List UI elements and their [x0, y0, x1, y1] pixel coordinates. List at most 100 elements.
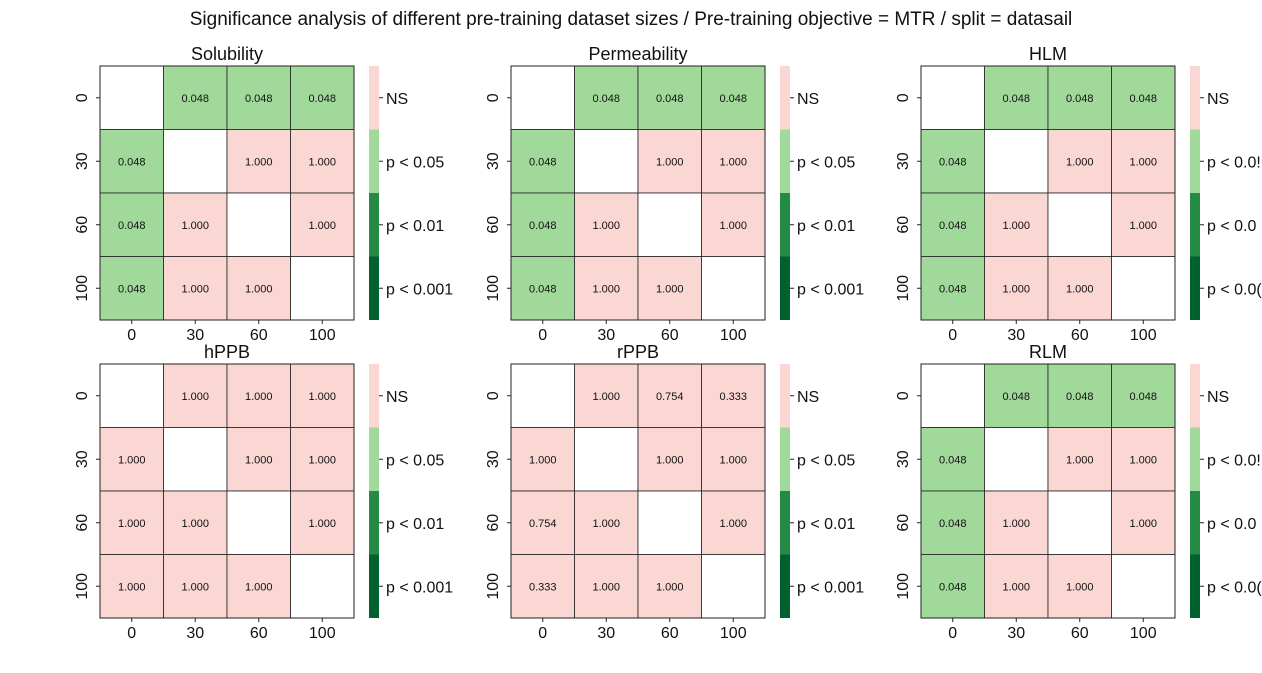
- heatmap-cell: [701, 490, 766, 555]
- colorbar-segment: [369, 364, 379, 428]
- cell-value-label: 0.048: [1002, 391, 1030, 403]
- cell-value-label: 1.000: [308, 220, 336, 232]
- cell-value-label: 1.000: [719, 156, 747, 168]
- colorbar-segment: [1190, 427, 1200, 491]
- cell-value-label: 1.000: [181, 581, 209, 593]
- heatmap-cell: [290, 490, 355, 555]
- colorbar-level-label: p < 0.05: [386, 154, 444, 171]
- cell-value-label: 0.048: [245, 93, 273, 105]
- cell-value-label: 1.000: [1066, 581, 1094, 593]
- y-tick-label: 100: [74, 573, 91, 600]
- colorbar-level-label: p < 0.0!: [1207, 452, 1261, 469]
- heatmap-cell: [1111, 490, 1176, 555]
- cell-value-label: 0.048: [1129, 391, 1157, 403]
- y-tick-label: 60: [895, 514, 912, 532]
- colorbar: NS p < 0.0! p < 0.0 p < 0.0(: [1190, 66, 1262, 320]
- colorbar-level-label: p < 0.0!: [1207, 154, 1261, 171]
- colorbar-level-label: NS: [386, 389, 408, 406]
- heatmap-panel-solubility: Solubility 0.048 0.048 0.048 0.048 1.000 1.000…: [74, 44, 453, 344]
- cell-value-label: 1.000: [592, 283, 620, 295]
- heatmap-cell: [1111, 65, 1176, 130]
- x-tick-label: 0: [538, 327, 547, 344]
- heatmap-cell: [574, 427, 639, 492]
- cell-value-label: 1.000: [1002, 220, 1030, 232]
- colorbar-segment: [1190, 193, 1200, 257]
- heatmap-cell: [510, 490, 575, 555]
- colorbar: NS p < 0.05 p < 0.01 p < 0.001: [780, 364, 864, 618]
- heatmap-panel-permeability: Permeability 0.048 0.048 0.048 0.048 1.000 1.0…: [485, 44, 864, 344]
- y-tick-label: 30: [485, 152, 502, 170]
- heatmap-cell: [920, 427, 985, 492]
- x-tick-label: 100: [1130, 625, 1157, 642]
- colorbar-segment: [1190, 491, 1200, 555]
- colorbar: NS p < 0.05 p < 0.01 p < 0.001: [369, 66, 453, 320]
- heatmap-cell: [226, 554, 291, 619]
- x-tick-label: 30: [597, 327, 615, 344]
- heatmap-cell: [226, 363, 291, 428]
- colorbar-segment: [1190, 66, 1200, 130]
- heatmap-cell: [574, 256, 639, 321]
- cell-value-label: 1.000: [1066, 283, 1094, 295]
- heatmap-cell: [99, 65, 164, 130]
- colorbar-segment: [1190, 364, 1200, 428]
- colorbar-level-label: p < 0.0(: [1207, 579, 1262, 596]
- y-tick-label: 0: [895, 93, 912, 102]
- colorbar-level-label: p < 0.0(: [1207, 281, 1262, 298]
- heatmap-panel-rlm: RLM 0.048 0.048 0.048 0.048 1.000 1.000 0.048 1.…: [895, 342, 1262, 642]
- cell-value-label: 1.000: [245, 156, 273, 168]
- heatmap-cell: [701, 256, 766, 321]
- cell-value-label: 0.754: [656, 391, 684, 403]
- colorbar: NS p < 0.05 p < 0.01 p < 0.001: [780, 66, 864, 320]
- heatmap-panel-hlm: HLM 0.048 0.048 0.048 0.048 1.000 1.000 0.048 1.…: [895, 44, 1262, 344]
- heatmap-cell: [1111, 363, 1176, 428]
- cell-value-label: 1.000: [656, 283, 684, 295]
- y-tick-label: 30: [74, 152, 91, 170]
- colorbar-level-label: p < 0.01: [797, 218, 855, 235]
- x-tick-label: 100: [720, 327, 747, 344]
- panel-title: rPPB: [617, 342, 659, 362]
- heatmap-cell: [920, 363, 985, 428]
- y-tick-label: 60: [485, 216, 502, 234]
- y-tick-label: 100: [485, 275, 502, 302]
- heatmap-cell: [637, 490, 702, 555]
- heatmap-cell: [984, 427, 1049, 492]
- colorbar-level-label: p < 0.05: [797, 154, 855, 171]
- heatmap-cell: [637, 65, 702, 130]
- cell-value-label: 0.048: [1066, 93, 1094, 105]
- colorbar-segment: [780, 554, 790, 618]
- x-tick-label: 60: [250, 327, 268, 344]
- x-tick-label: 60: [661, 625, 679, 642]
- heatmap-cell: [701, 554, 766, 619]
- cell-value-label: 1.000: [308, 391, 336, 403]
- heatmap-cell: [920, 554, 985, 619]
- cell-value-label: 1.000: [592, 391, 620, 403]
- cell-value-label: 1.000: [1066, 454, 1094, 466]
- cell-value-label: 1.000: [1002, 581, 1030, 593]
- cell-value-label: 0.048: [529, 220, 557, 232]
- x-tick-label: 100: [309, 625, 336, 642]
- y-tick-label: 30: [895, 450, 912, 468]
- colorbar-segment: [780, 364, 790, 428]
- cell-value-label: 1.000: [719, 454, 747, 466]
- colorbar-level-label: p < 0.05: [797, 452, 855, 469]
- heatmap-cell: [290, 554, 355, 619]
- colorbar-segment: [780, 129, 790, 193]
- colorbar-segment: [780, 427, 790, 491]
- x-tick-label: 100: [309, 327, 336, 344]
- colorbar-level-label: p < 0.01: [386, 218, 444, 235]
- cell-value-label: 0.048: [939, 581, 967, 593]
- colorbar-level-label: p < 0.001: [797, 579, 864, 596]
- cell-value-label: 0.048: [656, 93, 684, 105]
- cell-value-label: 0.048: [118, 220, 146, 232]
- cell-value-label: 0.048: [939, 283, 967, 295]
- cell-value-label: 1.000: [1129, 454, 1157, 466]
- colorbar-level-label: p < 0.05: [386, 452, 444, 469]
- y-tick-label: 0: [74, 391, 91, 400]
- colorbar-segment: [369, 129, 379, 193]
- heatmap-cell: [226, 256, 291, 321]
- cell-value-label: 0.048: [939, 454, 967, 466]
- y-tick-label: 100: [895, 275, 912, 302]
- heatmap-cell: [99, 363, 164, 428]
- cell-value-label: 1.000: [181, 283, 209, 295]
